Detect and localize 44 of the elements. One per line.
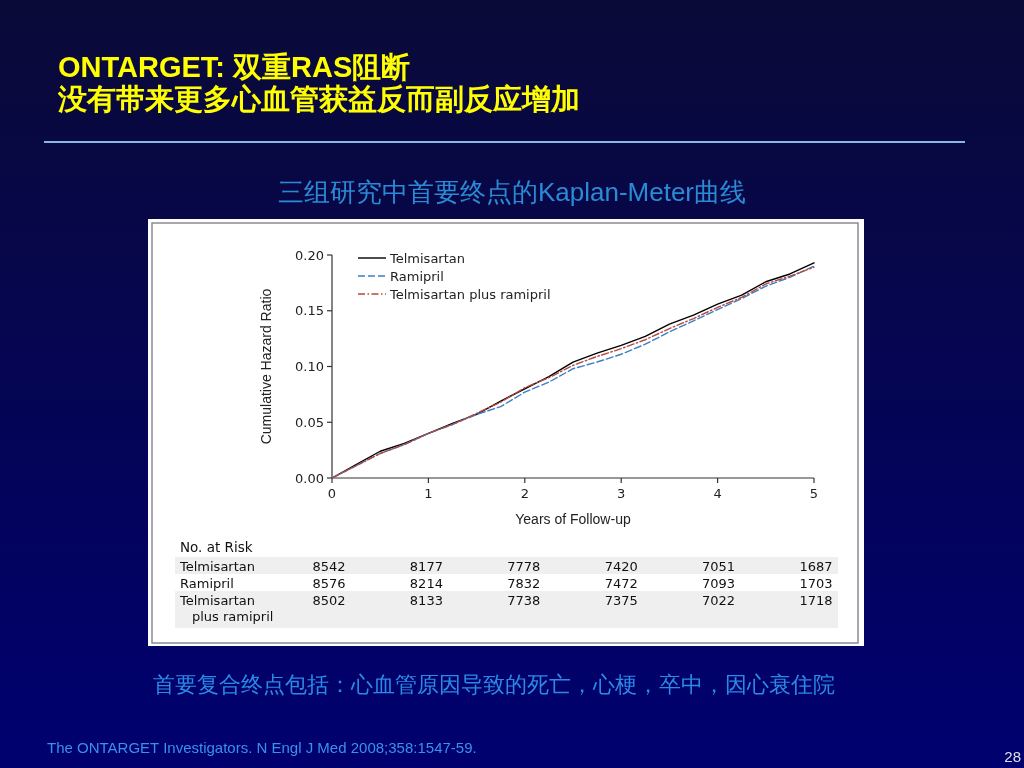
x-tick-label: 3 bbox=[617, 486, 626, 501]
x-tick-label: 5 bbox=[809, 486, 819, 501]
text: 7778 bbox=[507, 558, 541, 574]
text: Telmisartan plus ramipril bbox=[179, 592, 274, 624]
text: 1718 bbox=[799, 592, 833, 608]
text: 三组研究中首要终点的Kaplan-Meter曲线 bbox=[277, 177, 747, 207]
text: 7375 bbox=[604, 592, 638, 608]
text: Telmisartan bbox=[179, 558, 256, 574]
x-tick-label: 0 bbox=[327, 486, 337, 501]
text: 8576 bbox=[312, 575, 346, 591]
text: 7420 bbox=[604, 558, 638, 574]
y-tick-label: 0.05 bbox=[295, 414, 324, 430]
text: 首要复合终点包括：心血管原因导致的死亡，心梗，卒中，因心衰住院 bbox=[153, 672, 835, 697]
legend-label: Telmisartan bbox=[389, 250, 466, 266]
text: 8177 bbox=[409, 558, 443, 574]
text: 8502 bbox=[312, 592, 346, 608]
chart-title: ONTARGET: 双重RAS阻断 bbox=[58, 51, 411, 83]
chart-subtitle: 没有带来更多心血管获益反而副反应增加 bbox=[57, 83, 580, 115]
legend-label: Telmisartan plus ramipril bbox=[389, 286, 551, 302]
text: 8214 bbox=[409, 575, 443, 591]
text: 7051 bbox=[702, 558, 736, 574]
text: 28 bbox=[1004, 748, 1021, 765]
x-tick-label: 2 bbox=[520, 486, 529, 501]
text: 7738 bbox=[507, 592, 541, 608]
text: 7832 bbox=[507, 575, 541, 591]
text: 1703 bbox=[799, 575, 833, 591]
text: 8542 bbox=[312, 558, 346, 574]
text: 1687 bbox=[799, 558, 833, 574]
x-axis-title: Years of Follow-up bbox=[515, 511, 631, 527]
text: No. at Risk bbox=[180, 539, 253, 555]
text: 7472 bbox=[604, 575, 638, 591]
y-axis-title: Cumulative Hazard Ratio bbox=[258, 288, 274, 445]
text: Ramipril bbox=[180, 575, 234, 591]
y-tick-label: 0.20 bbox=[295, 247, 324, 263]
legend-label: Ramipril bbox=[390, 268, 444, 284]
y-tick-label: 0.00 bbox=[295, 470, 324, 486]
x-tick-label: 4 bbox=[713, 486, 722, 501]
y-tick-label: 0.15 bbox=[295, 303, 324, 319]
text: 7022 bbox=[702, 592, 736, 608]
text: The ONTARGET Investigators. N Engl J Med 2008;358:1547-59. bbox=[47, 739, 477, 756]
text: 7093 bbox=[702, 575, 736, 591]
x-tick-label: 1 bbox=[424, 486, 433, 501]
text: 8133 bbox=[409, 592, 443, 608]
y-tick-label: 0.10 bbox=[295, 359, 324, 374]
